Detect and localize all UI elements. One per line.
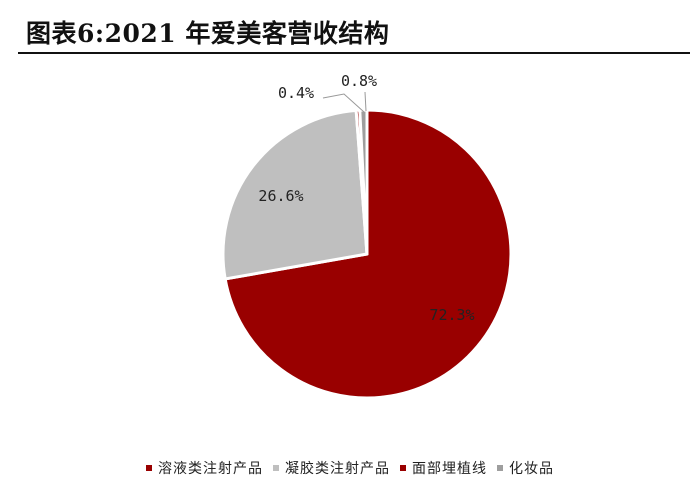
pie-slice-4 [358, 108, 369, 256]
chart-title: 图表6:2021 年爱美客营收结构 [26, 19, 390, 48]
title-divider [18, 52, 690, 54]
data-label-4: 0.8% [341, 72, 377, 90]
data-label-1: 72.3% [429, 306, 474, 324]
legend-label-4: 化妆品 [509, 461, 554, 477]
legend-label-2: 凝胶类注射产品 [285, 461, 390, 477]
legend-swatch-2 [273, 465, 279, 471]
data-label-3: 0.4% [278, 84, 314, 102]
legend-label-1: 溶液类注射产品 [158, 461, 263, 477]
legend-item-3: 面部埋植线 [400, 458, 487, 478]
leader-line-4 [364, 91, 367, 112]
data-label-2: 26.6% [258, 187, 303, 205]
legend-label-3: 面部埋植线 [412, 461, 487, 477]
chart-legend: 溶液类注射产品 凝胶类注射产品 面部埋植线 化妆品 [0, 458, 700, 478]
legend-swatch-4 [497, 465, 503, 471]
legend-item-4: 化妆品 [497, 458, 554, 478]
leader-line-3 [322, 93, 365, 113]
pie-slice-2 [221, 108, 369, 281]
legend-swatch-3 [400, 465, 406, 471]
legend-swatch-1 [146, 465, 152, 471]
legend-item-1: 溶液类注射产品 [146, 458, 263, 478]
legend-item-2: 凝胶类注射产品 [273, 458, 390, 478]
